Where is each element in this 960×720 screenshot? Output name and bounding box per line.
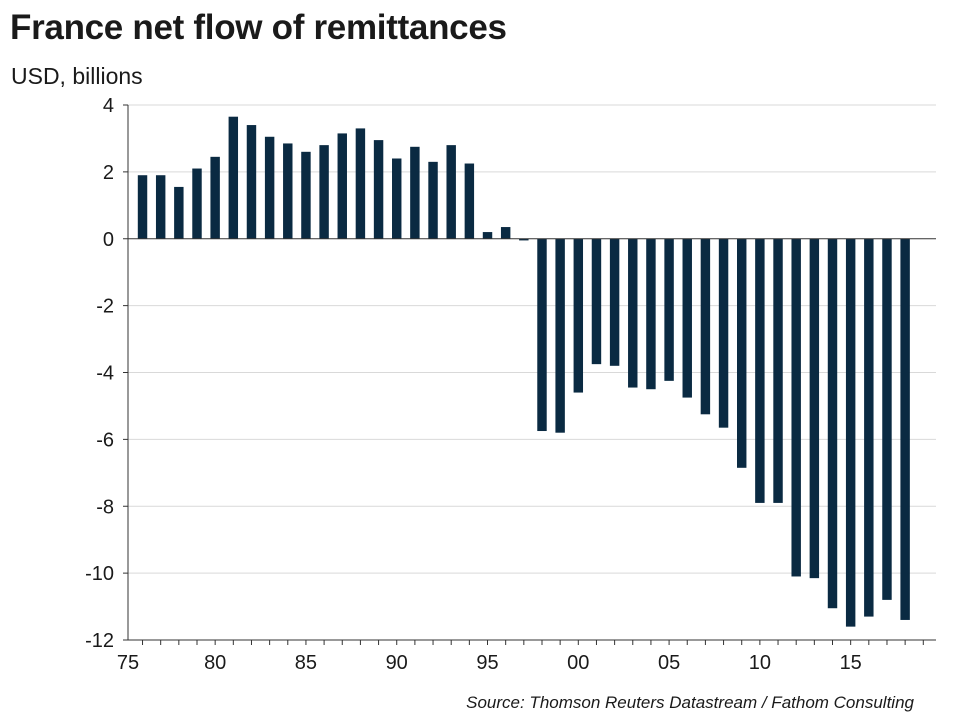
bar-2012: [791, 238, 801, 577]
bar-1982: [246, 125, 257, 239]
y-tick-label: -2: [96, 296, 114, 318]
chart-title: France net flow of remittances: [10, 8, 507, 47]
bar-1993: [446, 145, 456, 239]
bar-1983: [264, 136, 275, 239]
bar-2003: [628, 238, 638, 388]
bar-1990: [392, 158, 402, 239]
bar-1978: [174, 186, 184, 239]
x-tick-label: 15: [840, 652, 862, 674]
bar-1984: [283, 143, 293, 239]
bar-1981: [228, 116, 239, 239]
x-tick-label: 85: [295, 652, 317, 674]
y-tick-label: -10: [85, 563, 114, 585]
bar-2017: [882, 238, 892, 600]
y-tick-label: -4: [96, 363, 114, 385]
bar-1998: [537, 238, 547, 432]
x-tick-label: 95: [476, 652, 498, 674]
bar-1994: [464, 163, 475, 239]
bar-1989: [373, 140, 384, 239]
bar-2001: [591, 238, 602, 365]
bar-2009: [737, 238, 747, 468]
bar-1976: [137, 175, 148, 239]
x-tick-label: 75: [117, 652, 139, 674]
y-tick-label: -8: [96, 496, 114, 518]
y-tick-label: 2: [103, 162, 114, 184]
x-tick-label: 05: [658, 652, 680, 674]
bar-2018: [900, 238, 910, 620]
bar-1997: [519, 238, 529, 241]
bar-2014: [827, 238, 838, 609]
y-tick-label: -12: [85, 630, 114, 652]
bar-1996: [500, 227, 511, 239]
bar-2005: [664, 238, 674, 381]
bar-2008: [718, 238, 729, 428]
bar-2004: [646, 238, 656, 390]
bar-2015: [845, 238, 856, 627]
y-tick-label: 4: [103, 95, 114, 117]
bar-2013: [809, 238, 820, 579]
bar-2006: [682, 238, 692, 398]
bar-1979: [192, 168, 202, 239]
y-tick-label: -6: [96, 429, 114, 451]
x-tick-label: 00: [567, 652, 589, 674]
bar-1995: [482, 232, 493, 239]
bar-2011: [773, 238, 783, 503]
bar-1992: [428, 161, 438, 239]
bar-1999: [555, 238, 565, 433]
bar-1991: [410, 146, 420, 239]
chart-subtitle: USD, billions: [11, 63, 143, 89]
bar-2016: [864, 238, 874, 617]
bar-1987: [337, 133, 347, 239]
source-note: Source: Thomson Reuters Datastream / Fat…: [466, 693, 914, 712]
bar-1988: [355, 128, 366, 239]
bar-2002: [609, 238, 620, 366]
x-tick-label: 90: [386, 652, 408, 674]
bar-1977: [155, 175, 166, 239]
bar-1986: [319, 145, 329, 239]
bar-1980: [210, 156, 220, 239]
bar-2007: [700, 238, 711, 415]
bar-1985: [301, 151, 311, 239]
x-tick-label: 80: [204, 652, 226, 674]
x-tick-label: 10: [749, 652, 771, 674]
y-tick-label: 0: [103, 229, 114, 251]
bar-2010: [755, 238, 765, 503]
bar-2000: [573, 238, 584, 393]
